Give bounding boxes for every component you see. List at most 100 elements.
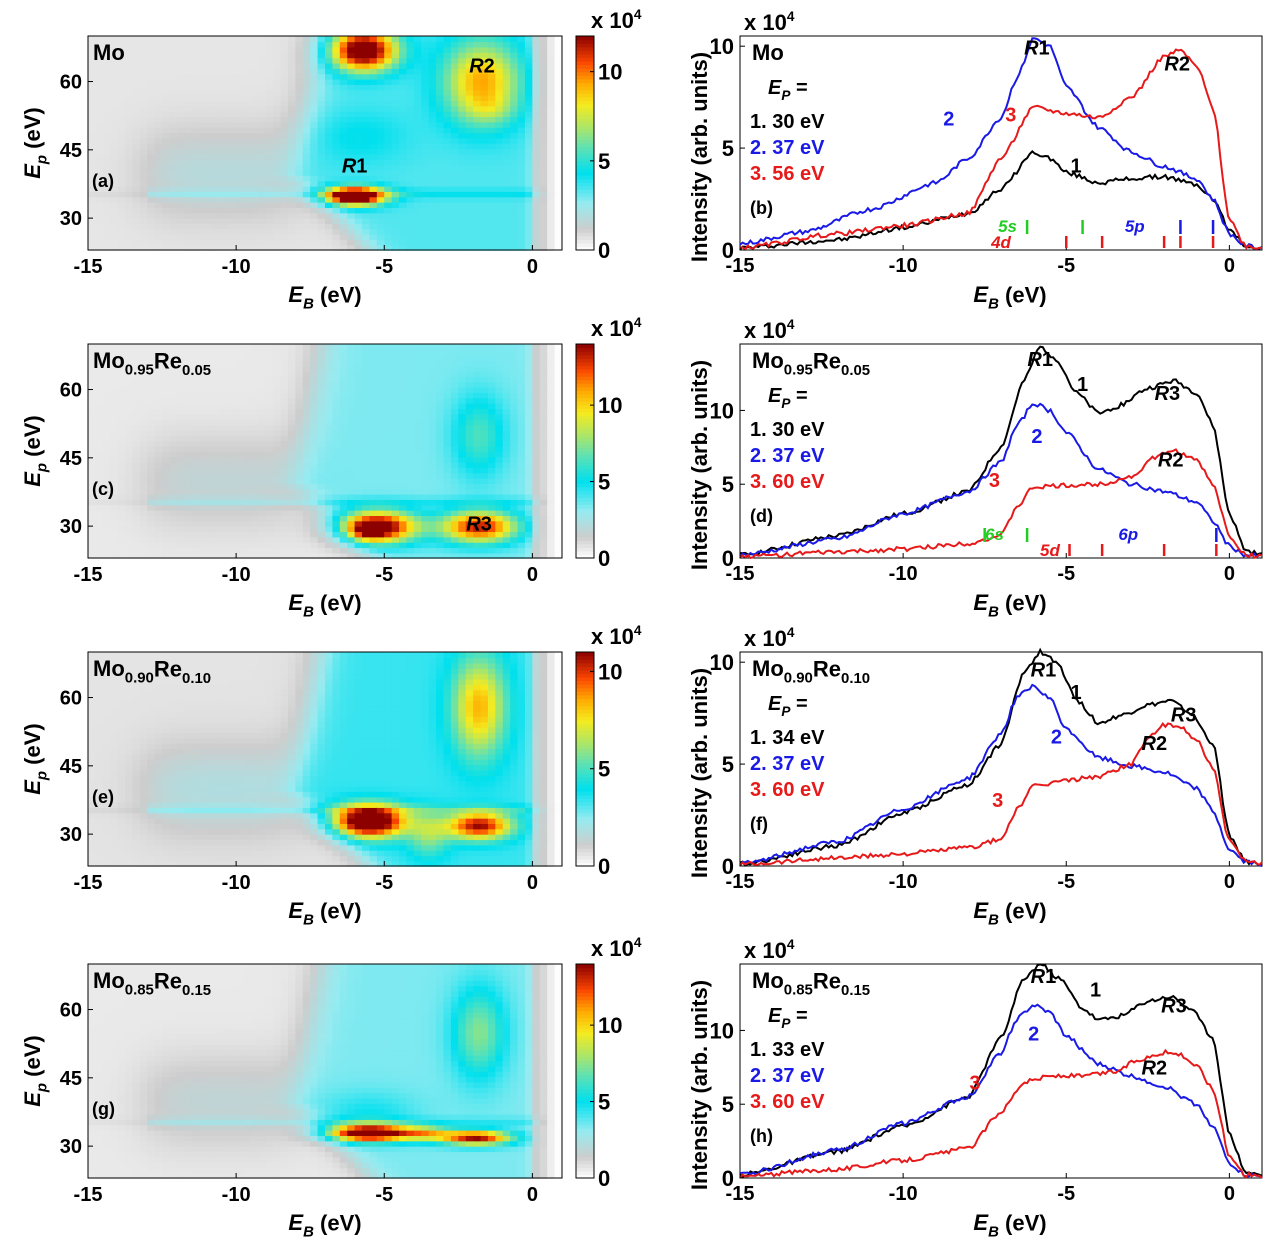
heatmap-cell bbox=[539, 217, 548, 225]
colorbar-segment bbox=[576, 175, 594, 180]
heatmap-cell bbox=[125, 121, 134, 128]
heatmap-cell bbox=[332, 100, 341, 107]
heatmap-cell bbox=[117, 121, 126, 128]
heatmap-cell bbox=[510, 504, 519, 511]
heatmap-cell bbox=[391, 536, 400, 543]
heatmap-cell bbox=[332, 110, 341, 118]
heatmap-cell bbox=[280, 94, 289, 101]
heatmap-cell bbox=[399, 207, 408, 214]
heatmap-cell bbox=[169, 52, 178, 59]
heatmap-cell bbox=[243, 413, 252, 420]
heatmap-cell bbox=[125, 477, 134, 484]
heatmap-cell bbox=[502, 456, 511, 463]
heatmap-cell bbox=[176, 402, 186, 409]
heatmap-cell bbox=[524, 94, 534, 101]
heatmap-cell bbox=[176, 392, 186, 399]
heatmap-cell bbox=[88, 239, 97, 246]
heatmap-cell bbox=[450, 57, 460, 64]
map-frame bbox=[87, 35, 563, 251]
heatmap-cell bbox=[154, 153, 163, 160]
heatmap-cell bbox=[139, 196, 149, 203]
heatmap-cell bbox=[184, 207, 193, 214]
heatmap-cell bbox=[132, 207, 141, 214]
heatmap-cell bbox=[332, 483, 341, 490]
heatmap-cell bbox=[139, 217, 149, 225]
heatmap-cell bbox=[317, 434, 326, 442]
heatmap-cell bbox=[450, 159, 460, 166]
heatmap-cell bbox=[236, 233, 245, 241]
heatmap-cell bbox=[280, 376, 289, 383]
heatmap-cell bbox=[465, 196, 474, 203]
heatmap-cell bbox=[213, 461, 223, 468]
heatmap-cell bbox=[117, 62, 126, 69]
heatmap-cell bbox=[250, 175, 260, 182]
heatmap-cell bbox=[495, 116, 504, 123]
heatmap-cell bbox=[391, 440, 400, 447]
heatmap-cell bbox=[236, 196, 245, 203]
heatmap-cell bbox=[132, 467, 141, 474]
heatmap-cell bbox=[139, 159, 149, 166]
heatmap-cell bbox=[495, 525, 504, 533]
heatmap-cell bbox=[184, 78, 193, 85]
heatmap-cell bbox=[347, 408, 356, 415]
heatmap-cell bbox=[487, 78, 497, 85]
heatmap-cell bbox=[458, 110, 467, 118]
heatmap-cell bbox=[502, 483, 511, 490]
heatmap-cell bbox=[258, 180, 267, 187]
heatmap-cell bbox=[95, 164, 104, 171]
heatmap-cell bbox=[458, 239, 467, 246]
heatmap-cell bbox=[421, 381, 430, 388]
heatmap-cell bbox=[458, 445, 467, 452]
heatmap-cell bbox=[295, 504, 304, 511]
heatmap-cell bbox=[95, 126, 104, 134]
heatmap-cell bbox=[384, 148, 393, 155]
heatmap-cell bbox=[176, 424, 186, 431]
heatmap-cell bbox=[273, 520, 282, 527]
heatmap-cell bbox=[243, 121, 252, 128]
heatmap-cell bbox=[117, 217, 126, 225]
heatmap-cell bbox=[480, 100, 489, 107]
heatmap-cell bbox=[199, 488, 208, 495]
heatmap-cell bbox=[258, 472, 267, 479]
heatmap-cell bbox=[310, 424, 319, 431]
heatmap-cell bbox=[191, 536, 200, 543]
heatmap-cell bbox=[206, 143, 215, 150]
heatmap-cell bbox=[369, 509, 378, 516]
heatmap-cell bbox=[154, 89, 163, 96]
heatmap-cell bbox=[339, 110, 349, 118]
heatmap-cell bbox=[532, 159, 541, 166]
heatmap-cell bbox=[510, 223, 519, 230]
heatmap-cell bbox=[287, 105, 297, 112]
heatmap-cell bbox=[125, 159, 134, 166]
heatmap-cell bbox=[480, 212, 489, 219]
heatmap-cell bbox=[428, 105, 437, 112]
heatmap-cell bbox=[369, 233, 378, 241]
heatmap-cell bbox=[428, 94, 437, 101]
heatmap-cell bbox=[325, 456, 334, 463]
heatmap-cell bbox=[406, 121, 415, 128]
heatmap-cell bbox=[428, 477, 437, 484]
heatmap-cell bbox=[132, 132, 141, 139]
heatmap-cell bbox=[176, 223, 186, 230]
heatmap-cell bbox=[473, 547, 482, 554]
heatmap-cell bbox=[199, 381, 208, 388]
heatmap-cell bbox=[458, 370, 467, 377]
heatmap-cell bbox=[125, 41, 134, 48]
heatmap-cell bbox=[384, 217, 393, 225]
heatmap-cell bbox=[273, 89, 282, 96]
heatmap-cell bbox=[376, 381, 386, 388]
heatmap-cell bbox=[132, 191, 141, 198]
heatmap-cell bbox=[532, 36, 541, 43]
heatmap-cell bbox=[480, 354, 489, 361]
heatmap-cell bbox=[517, 89, 526, 96]
heatmap-cell bbox=[88, 244, 97, 251]
heatmap-cell bbox=[132, 365, 141, 372]
heatmap-cell bbox=[88, 116, 97, 123]
heatmap-cell bbox=[302, 520, 311, 527]
heatmap-cell bbox=[310, 456, 319, 463]
heatmap-cell bbox=[465, 121, 474, 128]
heatmap-cell bbox=[310, 541, 319, 549]
heatmap-cell bbox=[213, 541, 223, 549]
heatmap-cell bbox=[228, 434, 237, 442]
heatmap-cell bbox=[369, 552, 378, 559]
